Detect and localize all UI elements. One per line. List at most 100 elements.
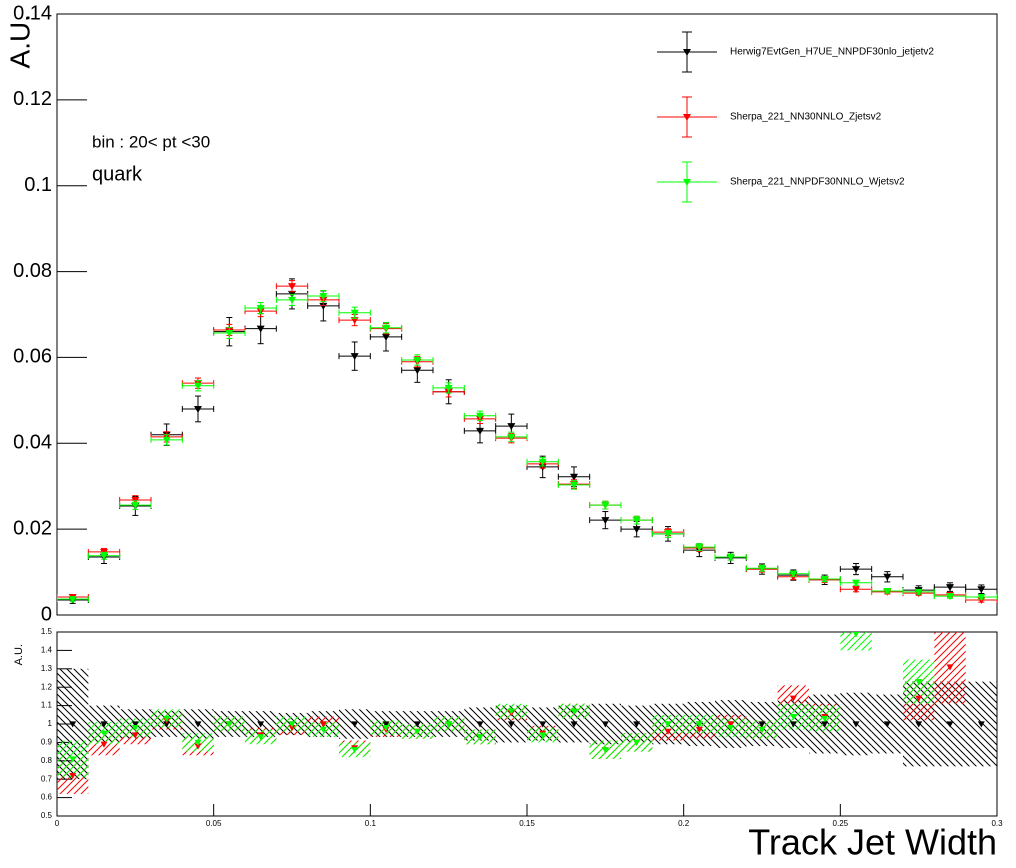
y-tick-label: 0.6: [41, 793, 53, 802]
y-tick-label: 1.4: [41, 646, 53, 655]
y-tick-label: 1: [48, 719, 53, 728]
legend-label: Sherpa_221_NN30NNLO_Zjetsv2: [730, 112, 882, 123]
marker: [319, 302, 328, 310]
marker: [288, 725, 296, 732]
marker: [257, 734, 265, 741]
marker: [977, 586, 986, 594]
marker: [445, 721, 453, 728]
marker: [476, 734, 484, 741]
marker: [726, 554, 735, 562]
marker: [256, 305, 265, 313]
marker: [789, 570, 798, 578]
legend-label: Sherpa_221_NNPDF30NNLO_Wjetsv2: [730, 177, 905, 188]
marker: [852, 721, 860, 728]
marker: [883, 721, 891, 728]
marker: [100, 741, 108, 748]
marker: [382, 725, 390, 732]
marker: [789, 714, 797, 721]
marker: [946, 721, 954, 728]
main-frame: [56, 13, 998, 616]
marker: [256, 325, 265, 333]
marker: [382, 721, 390, 728]
marker: [225, 329, 234, 337]
legend-label: Herwig7EvtGen_H7UE_NNPDF30nlo_jetjetv2: [730, 47, 934, 58]
marker: [288, 296, 296, 304]
x-tick-label: 0: [55, 819, 60, 828]
y-tick-label: 0.1: [24, 174, 52, 196]
y-tick-label: 0.12: [13, 88, 52, 110]
marker: [852, 586, 860, 594]
marker: [789, 721, 797, 728]
marker: [820, 575, 829, 583]
marker: [257, 721, 265, 728]
marker: [539, 721, 547, 728]
marker: [162, 436, 171, 444]
marker: [131, 725, 139, 732]
marker: [382, 324, 390, 332]
marker: [68, 596, 77, 604]
marker: [163, 715, 171, 722]
marker: [69, 756, 77, 763]
y-tick-label: 0: [41, 603, 52, 625]
marker: [350, 309, 359, 317]
marker: [194, 743, 202, 750]
marker: [633, 721, 641, 728]
x-tick-label: 0.25: [833, 819, 849, 828]
x-tick-label: 0.15: [519, 819, 535, 828]
marker: [319, 726, 327, 734]
marker: [821, 721, 829, 728]
marker: [915, 679, 923, 686]
marker: [288, 721, 296, 728]
marker: [194, 382, 202, 390]
x-tick-label: 0.2: [678, 819, 690, 828]
marker: [131, 732, 139, 739]
marker: [852, 632, 860, 638]
x-tick-label: 0.3: [991, 819, 1003, 828]
y-tick-label: 0.14: [13, 2, 52, 24]
marker: [413, 357, 422, 365]
marker: [695, 721, 703, 728]
marker: [507, 433, 516, 441]
marker: [633, 739, 641, 746]
marker: [632, 526, 641, 534]
y-axis-label: A.U.: [13, 644, 25, 665]
marker: [570, 481, 578, 489]
legend-marker: [683, 114, 691, 121]
marker: [664, 728, 672, 735]
marker: [601, 517, 610, 525]
marker: [131, 502, 140, 510]
marker: [131, 721, 139, 728]
plot-area: [57, 632, 997, 794]
marker: [601, 747, 609, 754]
marker: [351, 721, 359, 728]
y-tick-label: 0.8: [41, 756, 53, 765]
marker: [288, 283, 296, 291]
marker: [758, 565, 766, 573]
marker: [915, 721, 923, 728]
y-tick-label: 0.02: [13, 517, 52, 539]
marker: [350, 353, 359, 361]
marker: [507, 708, 515, 715]
marker: [194, 739, 202, 746]
legend-marker: [683, 179, 691, 186]
y-axis-label: A.U.: [4, 14, 35, 68]
marker: [476, 412, 484, 420]
marker: [476, 427, 484, 435]
marker: [570, 473, 578, 481]
annotation: bin : 20< pt <30: [92, 132, 210, 151]
y-tick-label: 1.2: [41, 682, 53, 691]
marker: [852, 579, 860, 587]
marker: [695, 544, 704, 552]
marker: [507, 721, 515, 728]
marker: [914, 588, 923, 596]
marker: [570, 721, 578, 728]
marker: [194, 721, 202, 728]
x-tick-label: 0.1: [365, 819, 377, 828]
marker: [351, 747, 359, 754]
marker: [507, 423, 516, 431]
marker: [915, 695, 923, 702]
marker: [977, 721, 985, 728]
marker: [382, 333, 390, 341]
marker: [100, 721, 108, 728]
